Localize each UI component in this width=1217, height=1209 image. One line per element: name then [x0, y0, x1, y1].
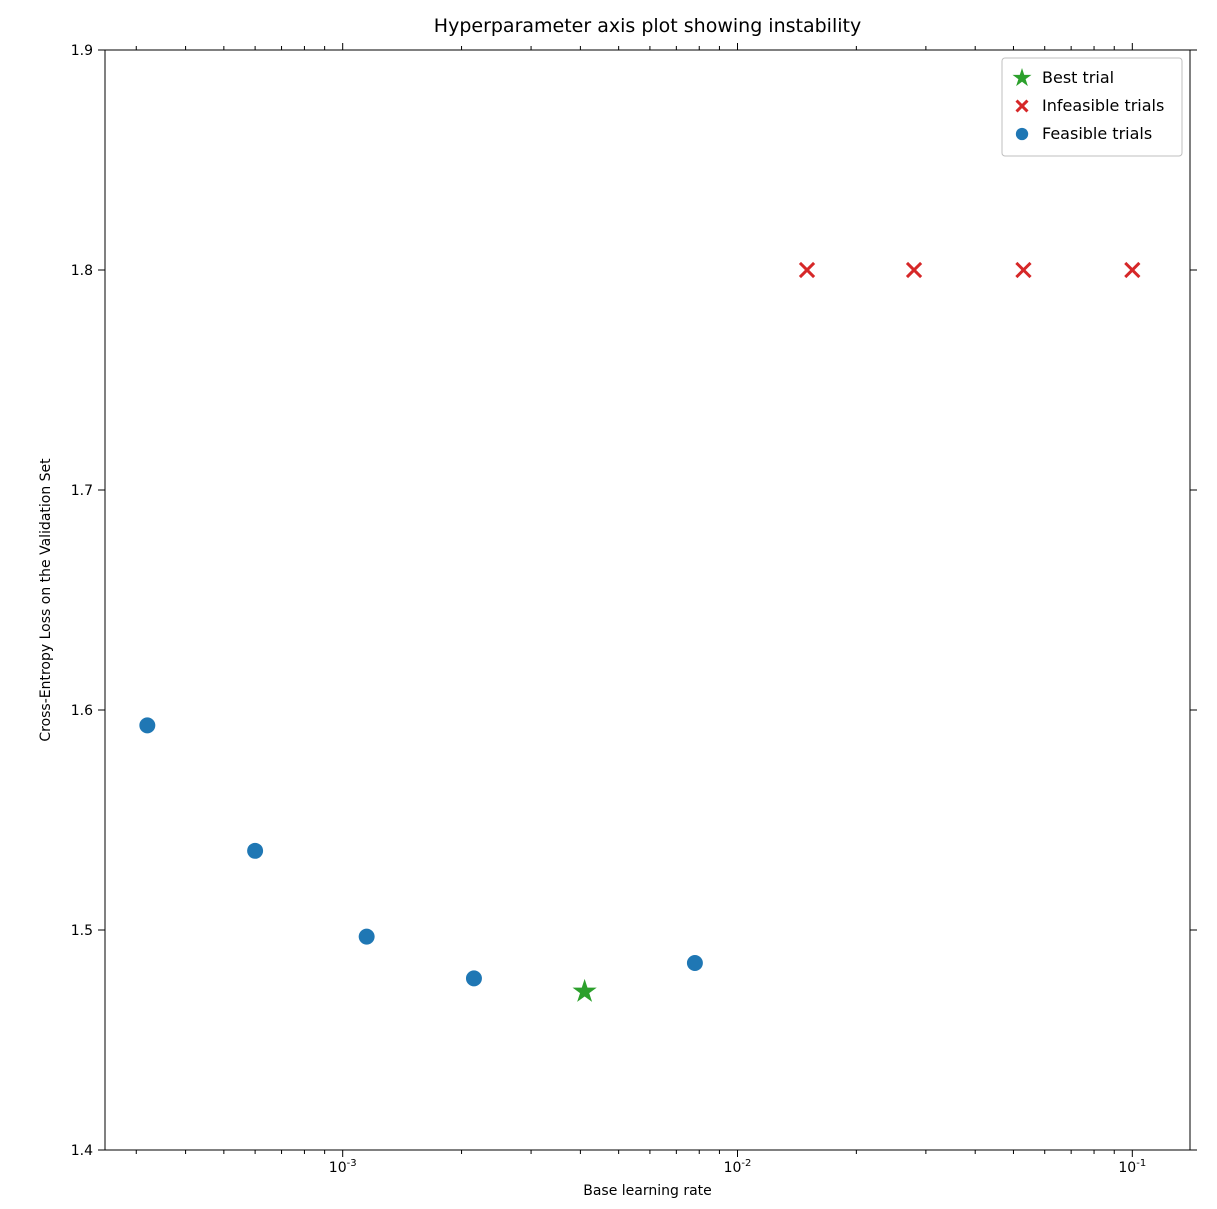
y-tick-label: 1.9 [71, 43, 93, 59]
feasible-point [466, 970, 482, 986]
y-tick-label: 1.6 [71, 703, 93, 719]
x-tick-label: 10-3 [329, 1158, 357, 1176]
feasible-point [359, 929, 375, 945]
legend-label: Best trial [1042, 68, 1114, 87]
feasible-point [687, 955, 703, 971]
x-tick-label: 10-1 [1118, 1158, 1146, 1176]
chart-title: Hyperparameter axis plot showing instabi… [434, 15, 861, 37]
scatter-chart: 10-3 10-2 10-1 1.4 1.5 1.6 1.7 1.8 1.9 Base learn… [0, 0, 1217, 1209]
feasible-point [139, 717, 155, 733]
y-tick-label: 1.4 [71, 1143, 93, 1159]
legend-label: Infeasible trials [1042, 96, 1164, 115]
chart-container: 10-3 10-2 10-1 1.4 1.5 1.6 1.7 1.8 1.9 Base learn… [0, 0, 1217, 1209]
y-axis-label: Cross-Entropy Loss on the Validation Set [38, 458, 54, 742]
y-tick-label: 1.7 [71, 483, 93, 499]
y-tick-label: 1.8 [71, 263, 93, 279]
x-axis-label: Base learning rate [583, 1183, 712, 1199]
feasible-point [1016, 128, 1028, 140]
x-tick-label: 10-2 [724, 1158, 752, 1176]
y-tick-label: 1.5 [71, 923, 93, 939]
legend-label: Feasible trials [1042, 124, 1152, 143]
feasible-point [247, 843, 263, 859]
